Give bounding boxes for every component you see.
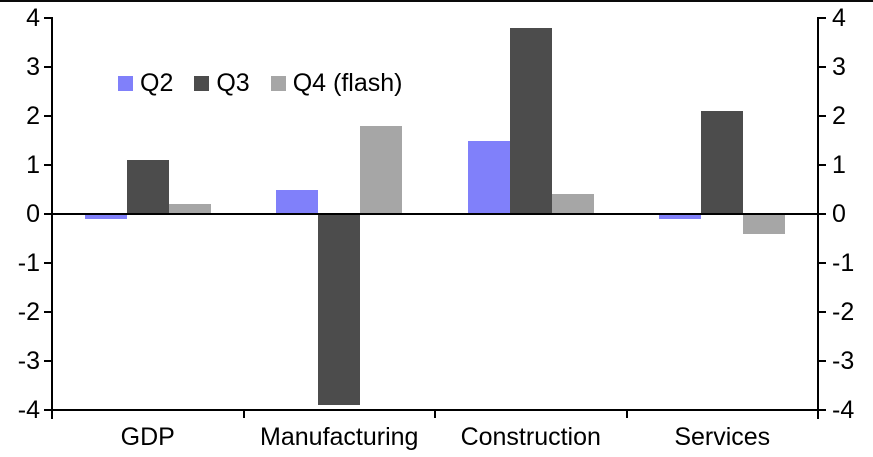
y-tick-label-right--1: -1	[832, 249, 855, 277]
bar-manufacturing-q2	[276, 189, 319, 214]
y-tick-left--4	[44, 409, 52, 411]
y-tick-label-left-1: 1	[26, 151, 40, 179]
y-tick-label-right-4: 4	[832, 4, 846, 32]
legend-item-q3: Q3	[194, 68, 250, 98]
y-tick-right--1	[818, 262, 826, 264]
y-tick-right-3	[818, 66, 826, 68]
y-tick-right--2	[818, 311, 826, 313]
y-tick-right--3	[818, 360, 826, 362]
y-tick-right--4	[818, 409, 826, 411]
y-tick-label-left-0: 0	[26, 200, 40, 228]
legend-item-q4-flash: Q4 (flash)	[270, 68, 403, 98]
bar-construction-q2	[467, 140, 510, 214]
y-tick-label-left-2: 2	[26, 102, 40, 130]
y-tick-left-3	[44, 66, 52, 68]
x-category-label-construction: Construction	[460, 423, 601, 451]
bar-gdp-q3	[126, 160, 169, 214]
y-axis-left	[51, 17, 53, 419]
bar-construction-q4-flash	[551, 194, 594, 214]
legend-swatch-q3	[194, 75, 210, 91]
y-axis-right	[817, 17, 819, 419]
bar-manufacturing-q3	[318, 214, 361, 406]
y-tick-label-right--2: -2	[832, 298, 855, 326]
y-tick-left--1	[44, 262, 52, 264]
y-tick-label-right-0: 0	[832, 200, 846, 228]
y-tick-left-4	[44, 17, 52, 19]
y-tick-label-left--3: -3	[17, 347, 40, 375]
y-tick-right-1	[818, 164, 826, 166]
bar-construction-q3	[509, 27, 552, 214]
x-category-label-gdp: GDP	[120, 423, 175, 451]
y-tick-right-4	[818, 17, 826, 19]
y-tick-left--2	[44, 311, 52, 313]
bar-gdp-q2	[84, 214, 127, 219]
x-category-tick-2	[434, 410, 436, 418]
y-tick-left--3	[44, 360, 52, 362]
zero-line	[52, 213, 818, 215]
y-tick-label-right-1: 1	[832, 151, 846, 179]
legend-item-q2: Q2	[118, 68, 173, 98]
y-tick-label-right--3: -3	[832, 347, 855, 375]
bar-services-q2	[659, 214, 702, 219]
y-tick-label-right--4: -4	[832, 396, 855, 424]
y-tick-left-1	[44, 164, 52, 166]
bar-services-q3	[701, 111, 744, 214]
x-category-tick-3	[625, 410, 628, 418]
bar-services-q4-flash	[743, 214, 786, 234]
legend: Q2 Q3 Q4 (flash)	[118, 68, 402, 98]
bar-gdp-q4-flash	[168, 204, 211, 214]
y-tick-label-left--4: -4	[17, 396, 40, 424]
legend-label-q2: Q2	[140, 69, 174, 97]
x-category-label-services: Services	[674, 423, 771, 451]
y-tick-label-left-3: 3	[26, 53, 40, 81]
y-tick-label-right-2: 2	[832, 102, 846, 130]
legend-swatch-q2	[118, 75, 133, 91]
legend-label-q3: Q3	[216, 69, 250, 97]
y-tick-label-right-3: 3	[832, 53, 846, 81]
y-tick-label-left--2: -2	[17, 298, 40, 326]
y-tick-right-0	[818, 213, 826, 215]
chart-top-border	[0, 0, 873, 2]
legend-swatch-q4-flash	[270, 75, 286, 91]
y-tick-right-2	[818, 115, 826, 117]
y-tick-label-left-4: 4	[26, 4, 40, 32]
x-category-label-manufacturing: Manufacturing	[260, 423, 419, 451]
x-category-tick-1	[242, 410, 245, 418]
legend-label-q4-flash: Q4 (flash)	[292, 69, 403, 97]
y-tick-label-left--1: -1	[17, 249, 40, 277]
y-tick-left-2	[44, 115, 52, 117]
bar-manufacturing-q4-flash	[360, 125, 403, 214]
y-tick-left-0	[44, 213, 52, 215]
